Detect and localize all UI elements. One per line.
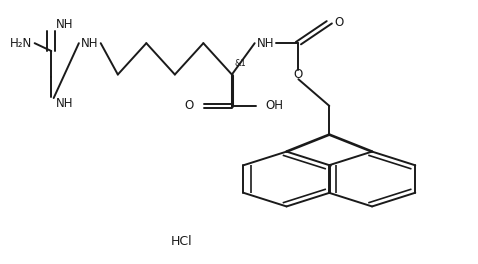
Text: NH: NH bbox=[56, 18, 74, 31]
Text: H₂N: H₂N bbox=[10, 37, 33, 50]
Text: NH: NH bbox=[56, 97, 74, 110]
Text: HCl: HCl bbox=[171, 235, 193, 248]
Text: OH: OH bbox=[265, 99, 283, 112]
Text: O: O bbox=[334, 16, 343, 29]
Text: NH: NH bbox=[81, 37, 98, 50]
Text: &1: &1 bbox=[234, 59, 246, 68]
Text: O: O bbox=[294, 68, 303, 81]
Text: NH: NH bbox=[256, 37, 274, 50]
Text: O: O bbox=[185, 99, 194, 112]
